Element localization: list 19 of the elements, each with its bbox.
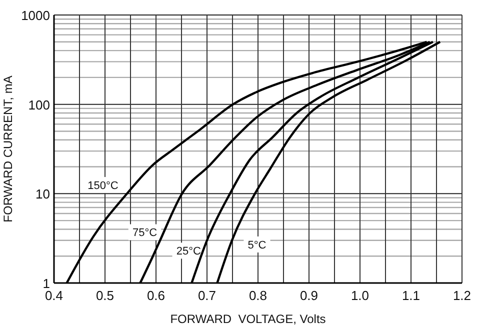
y-axis-title: FORWARD CURRENT, mA <box>1 76 15 222</box>
annotation: 150°C <box>88 180 118 192</box>
annotation: 75°C <box>132 227 158 240</box>
x-tick-label: 1.0 <box>350 288 370 303</box>
y-tick-label: 1 <box>42 276 50 291</box>
annotation: 5°C <box>248 239 266 252</box>
x-tick-label: 0.5 <box>96 288 114 303</box>
x-tick-label: 1.1 <box>402 288 420 303</box>
x-tick-label: 0.4 <box>44 288 64 303</box>
x-tick-label: 1.2 <box>452 288 472 303</box>
x-tick-label: 0.9 <box>300 288 318 303</box>
x-tick-label: 0.6 <box>146 288 166 303</box>
x-axis-title: FORWARD VOLTAGE, Volts <box>170 312 326 326</box>
x-tick-label: 0.8 <box>248 288 268 303</box>
y-tick-label: 1000 <box>21 8 50 23</box>
y-tick-label: 10 <box>36 186 50 202</box>
x-tick-label: 0.7 <box>198 288 216 303</box>
y-tick-label: 100 <box>28 97 50 112</box>
annotation: 25°C <box>176 246 201 258</box>
